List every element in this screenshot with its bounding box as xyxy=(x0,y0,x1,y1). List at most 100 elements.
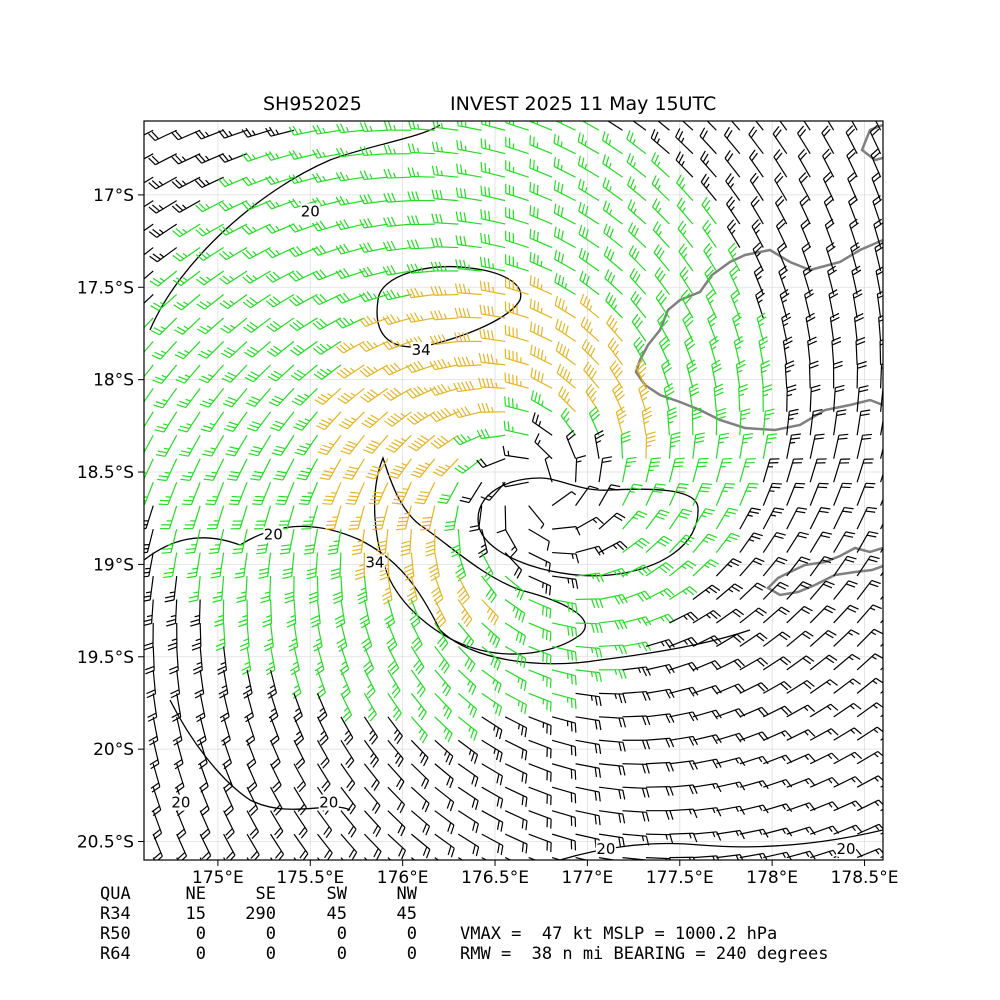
wind-barb xyxy=(340,833,358,860)
wind-barb xyxy=(875,121,882,131)
wind-barb xyxy=(668,483,689,506)
wind-barb xyxy=(784,360,795,389)
wind-barb xyxy=(551,763,577,780)
wind-barb xyxy=(335,243,365,255)
wind-barb xyxy=(481,121,506,131)
wind-barb xyxy=(476,458,506,469)
wind-barb xyxy=(270,810,284,839)
wind-barb xyxy=(332,576,344,605)
wind-barb xyxy=(551,692,577,709)
wind-barb xyxy=(553,226,576,249)
wind-barb xyxy=(387,810,406,837)
wind-barb xyxy=(652,221,670,248)
wind-barb xyxy=(406,411,436,425)
wind-barb xyxy=(410,646,425,675)
wind-barb xyxy=(504,716,528,738)
wind-barb xyxy=(279,528,295,555)
wind-barb xyxy=(180,458,201,482)
wind-barb xyxy=(384,599,396,629)
wind-barb xyxy=(444,505,459,532)
wind-barb xyxy=(700,150,717,178)
wind-barb xyxy=(692,635,722,647)
wind-barb xyxy=(505,230,529,249)
wind-barb xyxy=(692,660,722,671)
wind-barb xyxy=(876,290,883,319)
wind-barb xyxy=(829,312,840,342)
wind-barb xyxy=(379,552,390,581)
wind-barb xyxy=(246,857,250,860)
wind-barb xyxy=(880,808,883,812)
wind-barb xyxy=(294,434,318,456)
wind-barb xyxy=(479,304,506,319)
wind-barb xyxy=(809,556,834,577)
wind-barb xyxy=(692,807,722,817)
contour-label-bg xyxy=(318,794,339,811)
wind-barb xyxy=(763,779,793,788)
wind-barb xyxy=(504,301,529,319)
wind-barb xyxy=(845,125,858,154)
wind-barb xyxy=(833,506,854,530)
wind-barb xyxy=(709,335,719,366)
wind-barb xyxy=(457,763,479,787)
wind-barb xyxy=(308,576,319,604)
wind-barb xyxy=(194,176,224,188)
wind-barb xyxy=(144,247,154,256)
wind-barb xyxy=(336,123,365,134)
wind-barb xyxy=(575,692,602,707)
wind-barb xyxy=(345,481,365,505)
wind-barb xyxy=(870,148,882,178)
wind-barb xyxy=(880,595,883,600)
wind-barb xyxy=(669,611,699,624)
wind-barb xyxy=(809,605,836,624)
wind-barb xyxy=(645,833,674,844)
wind-barb xyxy=(645,856,671,860)
contour-label: 20 xyxy=(264,526,283,544)
wind-barb xyxy=(856,628,883,647)
wind-barb xyxy=(598,540,628,554)
table-row-label: R50 xyxy=(100,924,131,944)
wind-barb xyxy=(218,247,248,261)
wind-barb xyxy=(504,669,527,692)
wind-barb xyxy=(823,195,835,225)
plot-frame xyxy=(143,120,884,861)
wind-barb xyxy=(528,739,552,759)
wind-barb xyxy=(144,176,154,184)
table-cell: 0 xyxy=(336,944,347,964)
wind-barb xyxy=(602,177,623,202)
wind-barb xyxy=(407,167,435,178)
wind-barb xyxy=(144,528,154,554)
wind-barb xyxy=(833,751,863,765)
wind-barb xyxy=(504,325,529,342)
wind-barb xyxy=(220,340,248,359)
wind-barb xyxy=(578,247,600,272)
wind-barb xyxy=(479,256,506,272)
wind-barb xyxy=(269,716,280,746)
wind-barb xyxy=(481,599,499,626)
wind-barb xyxy=(151,341,178,360)
wind-barb xyxy=(529,158,553,178)
wind-barb xyxy=(176,387,201,409)
wind-barb xyxy=(684,335,696,366)
wind-barb xyxy=(337,387,365,404)
wind-barb xyxy=(215,622,226,651)
wind-barb xyxy=(200,411,225,433)
wind-barb xyxy=(786,826,816,836)
wind-barb xyxy=(385,434,412,453)
wind-barb xyxy=(144,575,154,602)
wind-barb xyxy=(809,679,838,694)
wind-barb xyxy=(210,552,225,579)
wind-barb xyxy=(711,359,722,389)
wind-barb xyxy=(621,456,637,483)
wind-barb xyxy=(807,336,818,365)
wind-barb xyxy=(243,340,271,358)
wind-barb xyxy=(242,247,271,260)
wind-barb xyxy=(739,632,768,647)
wind-barb xyxy=(293,740,306,769)
wind-barb xyxy=(241,223,271,235)
wind-barb xyxy=(880,497,883,506)
wind-barb xyxy=(809,580,835,600)
wind-barb xyxy=(375,529,389,556)
wind-barb xyxy=(692,831,722,841)
contour-label-bg xyxy=(263,526,284,543)
wind-barb xyxy=(786,753,816,765)
